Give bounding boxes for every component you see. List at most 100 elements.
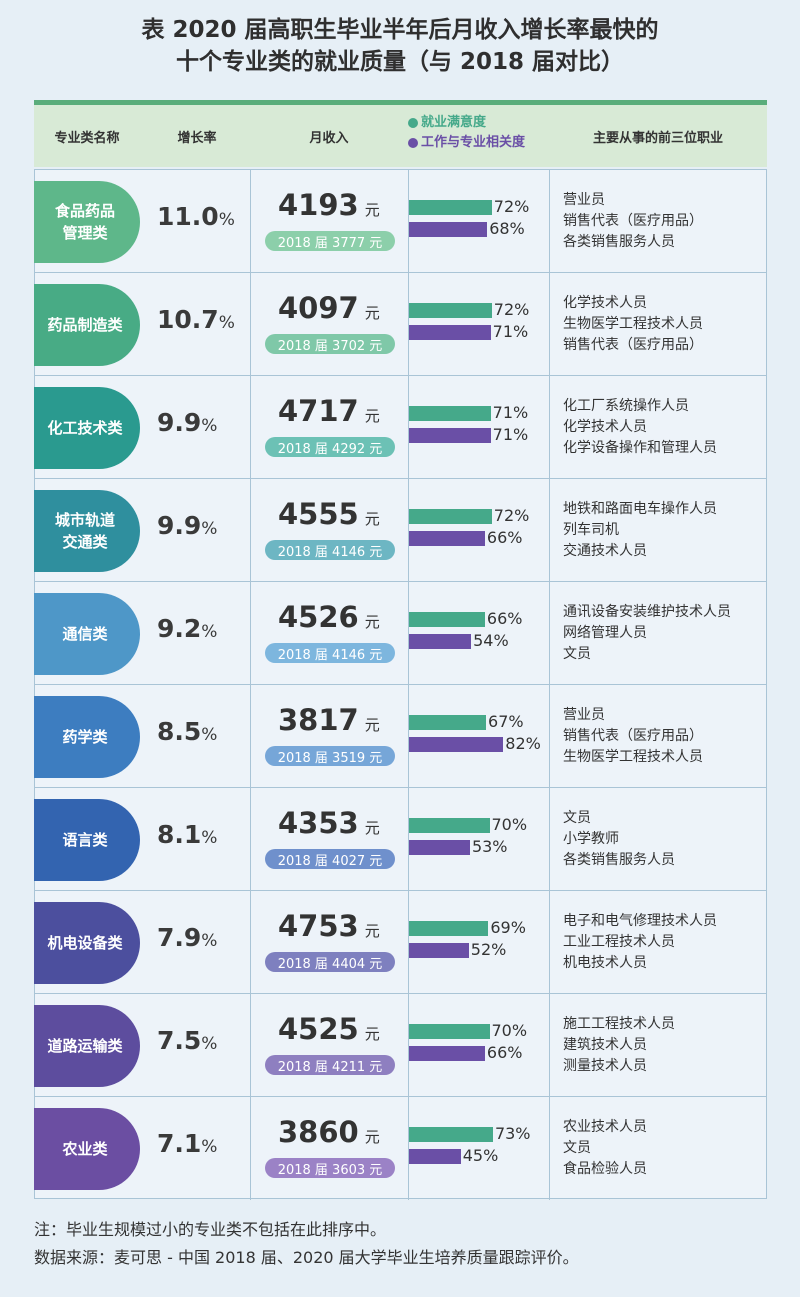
major-name: 通信类 xyxy=(62,623,107,645)
bar-chart: 73% 45% xyxy=(409,1121,549,1171)
satisfaction-label: 72% xyxy=(493,506,530,525)
major-name-line: 通信类 xyxy=(62,625,108,643)
relevance-bar xyxy=(409,531,485,546)
income-value: 4525 xyxy=(278,1012,359,1046)
growth-value: 7.9 xyxy=(157,923,202,952)
satisfaction-bar xyxy=(409,200,492,215)
growth-rate: 10.7% xyxy=(157,305,235,334)
growth-unit: % xyxy=(201,725,218,745)
job-item: 文员 xyxy=(563,1140,591,1156)
major-badge: 机电设备类 xyxy=(34,902,140,984)
growth-rate: 7.5% xyxy=(157,1026,217,1055)
job-item: 地铁和路面电车操作人员 xyxy=(563,501,717,517)
income-unit: 元 xyxy=(364,716,380,734)
growth-value: 7.5 xyxy=(157,1026,202,1055)
satisfaction-label: 67% xyxy=(488,712,524,731)
job-item: 交通技术人员 xyxy=(563,543,647,559)
table-row: 道路运输类 7.5% 4525 元 2018 届 4211 元 70% 66% 施工工程技术人… xyxy=(34,994,766,1097)
major-name: 道路运输类 xyxy=(47,1035,122,1057)
relevance-label: 68% xyxy=(489,219,525,238)
major-name-line: 道路运输类 xyxy=(47,1037,123,1055)
top-jobs-list: 施工工程技术人员 建筑技术人员 测量技术人员 xyxy=(563,1014,675,1077)
monthly-income: 3817 元 xyxy=(278,703,380,737)
income-unit: 元 xyxy=(364,201,380,219)
data-table: 食品药品 管理类 11.0% 4193 元 2018 届 3777 元 72% 68% 营业员销… xyxy=(34,169,767,1200)
major-badge: 食品药品 管理类 xyxy=(34,181,140,263)
footnote-exclusion: 注：毕业生规模过小的专业类不包括在此排序中。 xyxy=(34,1220,387,1239)
major-badge: 化工技术类 xyxy=(34,387,140,469)
income-value: 3860 xyxy=(278,1115,359,1149)
income-2018-badge: 2018 届 4292 元 xyxy=(265,437,395,457)
income-value: 4353 xyxy=(278,806,359,840)
relevance-bar xyxy=(409,1149,461,1164)
growth-unit: % xyxy=(201,1034,218,1054)
top-jobs-list: 通讯设备安装维护技术人员 网络管理人员 文员 xyxy=(563,602,731,665)
major-name: 药学类 xyxy=(62,726,107,748)
header-jobs: 主要从事的前三位职业 xyxy=(592,130,723,146)
growth-value: 9.9 xyxy=(157,511,202,540)
bar-chart: 71% 71% xyxy=(409,400,549,450)
major-name-line: 交通类 xyxy=(62,533,108,551)
job-item: 各类销售服务人员 xyxy=(563,234,675,250)
job-item: 化学设备操作和管理人员 xyxy=(563,440,717,456)
growth-unit: % xyxy=(201,622,218,642)
growth-rate: 7.9% xyxy=(157,923,217,952)
growth-value: 9.9 xyxy=(157,408,202,437)
growth-value: 9.2 xyxy=(157,614,202,643)
relevance-bar xyxy=(409,325,491,340)
income-value: 4526 xyxy=(278,600,359,634)
satisfaction-bar xyxy=(409,612,485,627)
growth-rate: 9.9% xyxy=(157,511,217,540)
job-item: 文员 xyxy=(563,810,591,826)
satisfaction-label: 70% xyxy=(491,1021,528,1040)
satisfaction-label: 73% xyxy=(494,1124,531,1143)
monthly-income: 4526 元 xyxy=(278,600,380,634)
relevance-bar xyxy=(409,1046,485,1061)
page-title: 表 2020 届高职生毕业半年后月收入增长率最快的 十个专业类的就业质量（与 2… xyxy=(0,14,800,78)
job-item: 工业工程技术人员 xyxy=(563,934,675,950)
satisfaction-label: 69% xyxy=(490,918,526,937)
relevance-bar xyxy=(409,737,504,752)
table-row: 通信类 9.2% 4526 元 2018 届 4146 元 66% 54% 通讯设备安装维护技… xyxy=(34,582,766,685)
monthly-income: 4193 元 xyxy=(278,188,380,222)
income-unit: 元 xyxy=(364,922,380,940)
bar-chart: 70% 53% xyxy=(409,812,549,862)
growth-unit: % xyxy=(201,828,218,848)
legend-relevance-label: 工作与专业相关度 xyxy=(421,135,526,150)
major-badge: 药学类 xyxy=(34,696,140,778)
bar-chart: 67% 82% xyxy=(409,709,549,759)
column-divider xyxy=(549,170,550,1200)
growth-unit: % xyxy=(201,931,218,951)
major-name-line: 农业类 xyxy=(62,1140,108,1158)
major-name: 机电设备类 xyxy=(47,932,122,954)
table-row: 机电设备类 7.9% 4753 元 2018 届 4404 元 69% 52% 电子和电气修理… xyxy=(34,891,766,994)
income-2018-badge: 2018 届 4027 元 xyxy=(265,849,395,869)
column-divider xyxy=(408,170,409,1200)
legend-satisfaction: 就业满意度 xyxy=(408,113,525,133)
job-item: 建筑技术人员 xyxy=(563,1037,647,1053)
top-jobs-list: 地铁和路面电车操作人员 列车司机 交通技术人员 xyxy=(563,499,717,562)
income-unit: 元 xyxy=(364,819,380,837)
relevance-label: 54% xyxy=(473,631,509,650)
header-accent-bar xyxy=(34,100,767,105)
satisfaction-bar xyxy=(409,406,491,421)
header-income: 月收入 xyxy=(309,130,349,146)
income-2018-badge: 2018 届 4146 元 xyxy=(265,540,395,560)
satisfaction-label: 71% xyxy=(492,403,529,422)
major-badge: 道路运输类 xyxy=(34,1005,140,1087)
monthly-income: 4353 元 xyxy=(278,806,380,840)
monthly-income: 3860 元 xyxy=(278,1115,380,1149)
relevance-bar xyxy=(409,634,472,649)
relevance-label: 45% xyxy=(462,1146,499,1165)
major-name: 化工技术类 xyxy=(47,417,122,439)
growth-rate: 11.0% xyxy=(157,202,235,231)
job-item: 农业技术人员 xyxy=(563,1119,647,1135)
satisfaction-label: 70% xyxy=(491,815,528,834)
job-item: 通讯设备安装维护技术人员 xyxy=(563,604,731,620)
column-divider xyxy=(250,170,251,1200)
income-unit: 元 xyxy=(364,304,380,322)
relevance-label: 53% xyxy=(471,837,508,856)
satisfaction-label: 72% xyxy=(493,300,530,319)
income-unit: 元 xyxy=(364,1128,380,1146)
footnotes: 注：毕业生规模过小的专业类不包括在此排序中。 数据来源：麦可思 - 中国 201… xyxy=(34,1216,579,1272)
